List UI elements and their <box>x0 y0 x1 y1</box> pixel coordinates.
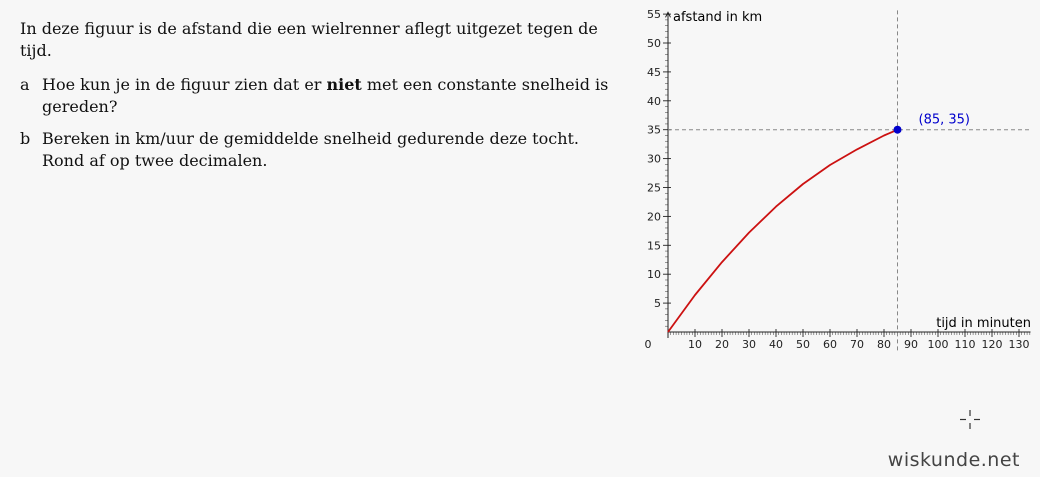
y-tick-label: 20 <box>647 210 661 223</box>
question-letter: a <box>20 75 30 94</box>
question-text-part: met een constante snelheid is gereden? <box>42 75 609 116</box>
x-axis-label: tijd in minuten <box>936 316 1031 331</box>
y-tick-label: 50 <box>647 37 661 50</box>
y-axis-arrow <box>665 11 671 18</box>
x-tick-label: 50 <box>796 338 810 351</box>
x-tick-label: 110 <box>955 338 976 351</box>
exercise-text: In deze figuur is de afstand die een wie… <box>20 18 620 182</box>
y-tick-label: 40 <box>647 95 661 108</box>
x-tick-label: 60 <box>823 338 837 351</box>
distance-curve <box>667 128 898 333</box>
x-tick-label: 10 <box>688 338 702 351</box>
y-tick-label: 5 <box>654 297 661 310</box>
question-letter: b <box>20 129 31 148</box>
y-tick-label: 25 <box>647 182 661 195</box>
x-tick-label: 130 <box>1009 338 1030 351</box>
question-b: b Bereken in km/uur de gemiddelde snelhe… <box>20 128 620 172</box>
y-tick-label: 10 <box>647 268 661 281</box>
y-tick-label: 45 <box>647 66 661 79</box>
y-axis-label: afstand in km <box>673 10 762 25</box>
exercise-intro: In deze figuur is de afstand die een wie… <box>20 19 598 60</box>
emphasis-word: niet <box>326 75 362 94</box>
x-tick-label: 70 <box>850 338 864 351</box>
crosshair-cursor-icon <box>960 410 980 429</box>
question-a: a Hoe kun je in de figuur zien dat er ni… <box>20 74 620 118</box>
x-tick-label: 0 <box>645 338 652 351</box>
highlight-point-label: (85, 35) <box>919 113 971 128</box>
x-tick-label: 40 <box>769 338 783 351</box>
x-tick-label: 90 <box>904 338 918 351</box>
x-tick-label: 120 <box>982 338 1003 351</box>
highlight-point <box>893 125 902 134</box>
watermark: wiskunde.net <box>887 449 1020 471</box>
question-text: Hoe kun je in de figuur zien dat er niet… <box>42 74 620 118</box>
x-tick-label: 80 <box>877 338 891 351</box>
question-text-part: Hoe kun je in de figuur zien dat er <box>42 75 327 94</box>
y-tick-label: 35 <box>647 124 661 137</box>
y-tick-label: 15 <box>647 239 661 252</box>
question-text: Bereken in km/uur de gemiddelde snelheid… <box>42 129 580 170</box>
y-tick-label: 55 <box>647 8 661 21</box>
distance-time-graph: 0 10 20 30 40 50 60 70 80 90 100 110 120 130 5 10 15 20 25… <box>645 8 1031 352</box>
x-tick-label: 30 <box>742 338 756 351</box>
y-tick-label: 30 <box>647 153 661 166</box>
x-tick-label: 20 <box>715 338 729 351</box>
x-tick-label: 100 <box>928 338 949 351</box>
